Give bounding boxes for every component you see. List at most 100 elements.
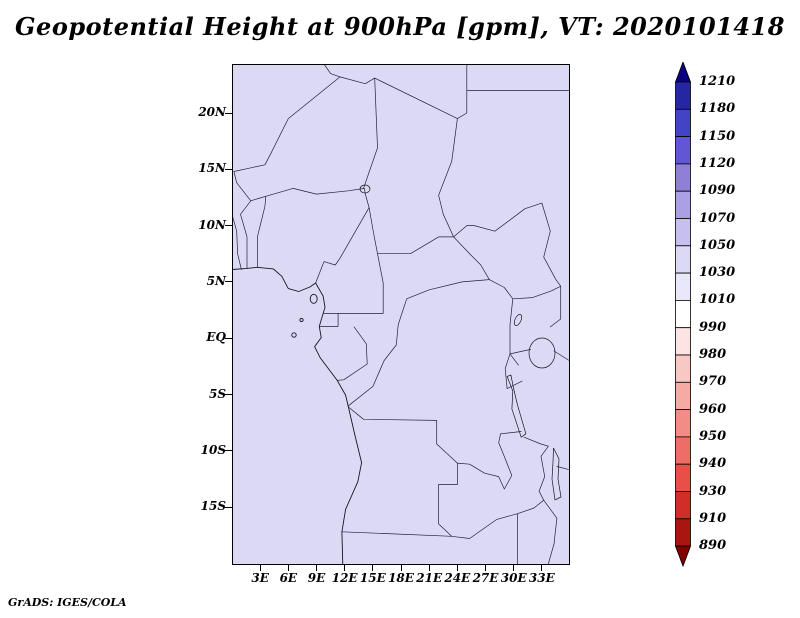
colorbar-arrow-top xyxy=(674,62,692,83)
colorbar-label: 1180 xyxy=(699,101,736,117)
colorbar-label: 910 xyxy=(699,510,727,526)
lon-tick-label: 18E xyxy=(388,571,414,585)
colorbar-label: 990 xyxy=(699,319,727,335)
lat-tick-mark xyxy=(225,337,232,339)
lat-tick-mark xyxy=(225,168,232,170)
plot-title: Geopotential Height at 900hPa [gpm], VT:… xyxy=(15,12,785,41)
lon-tick-label: 24E xyxy=(444,571,471,585)
colorbar-segment xyxy=(675,409,691,438)
colorbar-label: 940 xyxy=(699,456,727,472)
colorbar-label: 950 xyxy=(699,428,727,444)
colorbar-segment xyxy=(675,163,691,192)
colorbar-label: 1210 xyxy=(699,74,736,89)
colorbar-segment xyxy=(675,218,691,247)
colorbar-label: 1050 xyxy=(699,237,736,253)
colorbar-label: 1120 xyxy=(699,155,736,171)
lon-tick-label: 15E xyxy=(359,571,386,585)
country-borders-central xyxy=(336,279,570,407)
colorbar-segment xyxy=(675,463,691,492)
colorbar-segment xyxy=(675,518,691,547)
coastline xyxy=(232,266,363,565)
map-plot-area xyxy=(232,64,570,565)
lat-tick-label: 10N xyxy=(198,217,226,232)
colorbar-label: 1070 xyxy=(699,210,736,226)
lon-tick-mark xyxy=(485,565,487,571)
islands-layer xyxy=(291,293,318,338)
lon-tick-mark xyxy=(259,565,261,571)
map-frame xyxy=(232,64,570,565)
lon-tick-mark xyxy=(428,565,430,571)
lon-tick-label: 27E xyxy=(472,571,499,585)
lon-tick-mark xyxy=(400,565,402,571)
colorbar-segment xyxy=(675,381,691,410)
country-borders-south xyxy=(341,406,570,565)
lon-tick-label: 6E xyxy=(279,571,298,585)
attribution: GrADS: IGES/COLA xyxy=(8,596,127,609)
lon-tick-label: 3E xyxy=(251,571,269,585)
lon-tick-label: 9E xyxy=(307,571,326,585)
shading-region xyxy=(297,269,537,459)
lon-tick-label: 33E xyxy=(528,571,555,585)
sao-tome-island xyxy=(291,332,297,338)
lat-tick-mark xyxy=(225,225,232,227)
colorbar xyxy=(674,62,692,568)
colorbar-segment xyxy=(675,108,691,137)
lat-tick-label: 5N xyxy=(206,273,226,288)
lon-tick-mark xyxy=(541,565,543,571)
colorbar-segment xyxy=(675,190,691,219)
lon-tick-mark xyxy=(372,565,374,571)
lake-victoria xyxy=(528,337,556,369)
lon-tick-mark xyxy=(456,565,458,571)
shading-region xyxy=(337,64,393,81)
lat-tick-label: 15S xyxy=(200,499,226,514)
lake-malawi xyxy=(551,447,562,501)
country-borders-west xyxy=(232,64,378,284)
colorbar-label: 1090 xyxy=(699,183,736,199)
lon-tick-label: 12E xyxy=(331,571,358,585)
lat-tick-label: 10S xyxy=(200,442,226,457)
lon-tick-label: 21E xyxy=(416,571,443,585)
colorbar-arrow-bottom xyxy=(674,545,692,568)
colorbar-segment xyxy=(675,327,691,356)
colorbar-label: 1150 xyxy=(699,128,736,144)
lon-tick-mark xyxy=(287,565,289,571)
lat-tick-mark xyxy=(225,394,232,395)
principe-island xyxy=(299,317,304,323)
bioko-island xyxy=(309,293,318,304)
colorbar-segment xyxy=(675,299,691,329)
colorbar-segment xyxy=(675,436,691,465)
shading-low-pocket xyxy=(352,482,412,542)
lon-tick-label: 30E xyxy=(500,571,527,585)
colorbar-label: 1030 xyxy=(699,265,736,281)
colorbar-segment xyxy=(675,81,691,110)
lat-tick-mark xyxy=(225,450,232,452)
lat-tick-label: 20N xyxy=(198,105,226,119)
colorbar-segment xyxy=(675,272,691,301)
colorbar-segment xyxy=(675,136,691,165)
colorbar-segment xyxy=(675,245,691,274)
lon-tick-mark xyxy=(316,565,317,571)
colorbar-label: 960 xyxy=(699,401,727,417)
lat-tick-label: 5S xyxy=(208,386,226,401)
colorbar-label: 930 xyxy=(699,483,727,499)
lat-tick-mark xyxy=(225,506,232,508)
shading-region xyxy=(309,64,425,106)
colorbar-segment xyxy=(675,491,691,520)
lakes-layer xyxy=(359,184,562,501)
shading-region xyxy=(502,529,570,565)
lon-tick-mark xyxy=(344,565,346,571)
lake-tanganyika xyxy=(506,374,527,438)
shading-region xyxy=(232,414,387,565)
colorbar-segment xyxy=(675,354,691,383)
africa-map-svg xyxy=(232,64,570,565)
colorbar-label: 890 xyxy=(699,538,727,554)
lat-tick-mark xyxy=(225,281,232,283)
lat-tick-label: 15N xyxy=(198,161,226,176)
lon-tick-mark xyxy=(513,565,515,571)
shading-region xyxy=(561,364,570,424)
shading-layer xyxy=(232,64,570,565)
colorbar-label: 970 xyxy=(699,374,727,390)
lake-albert xyxy=(513,314,523,326)
